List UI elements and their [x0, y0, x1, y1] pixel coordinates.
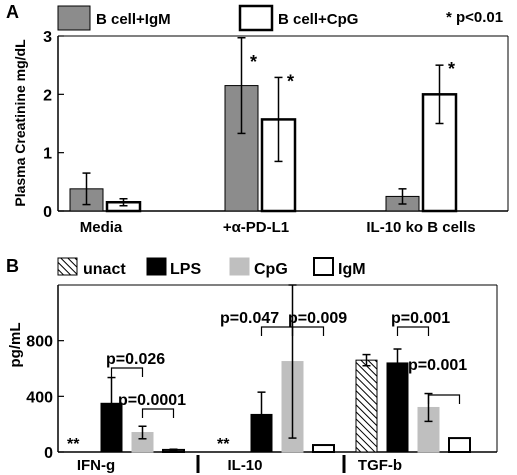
panel-b: B unact LPS CpG IgM pg/mL 0 400 800 p=0.02…	[6, 256, 498, 474]
significance-label: p=0.001	[408, 357, 467, 374]
significance-note: * p<0.01	[446, 9, 503, 26]
significance-label: p=0.001	[391, 310, 450, 327]
bar-a-s0-c1	[224, 85, 259, 212]
category-a-label: IL-10 ko B cells	[366, 219, 475, 236]
category-b-label: IL-10	[227, 457, 262, 474]
bar-b-s0-c2	[355, 359, 378, 453]
legend-b-unact-label: unact	[83, 261, 126, 278]
significance-bracket	[110, 367, 144, 377]
star-a-s1-c1: *	[287, 71, 294, 91]
category-b-label: TGF-b	[358, 457, 402, 474]
significance-bracket	[141, 408, 175, 418]
significance-label: p=0.026	[106, 351, 165, 368]
legend-b-lps-swatch	[146, 257, 167, 276]
significance-bracket	[260, 326, 294, 336]
significance-bracket	[396, 326, 430, 336]
significance-label: p=0.047	[220, 310, 279, 327]
significance-label: p=0.009	[288, 310, 347, 327]
panel-a-ylabel: Plasma Creatinine mg/dL	[12, 39, 28, 207]
missing-marker: **	[217, 436, 230, 453]
legend-a-igm-swatch	[57, 5, 91, 31]
panel-a-ytick-label: 0	[43, 204, 52, 221]
legend-b-cpg-label: CpG	[254, 261, 288, 278]
significance-bracket	[291, 326, 325, 336]
bar-b-s3-c2	[448, 437, 471, 454]
panel-a-ytick-label: 1	[43, 146, 52, 163]
category-a-label: Media	[80, 219, 123, 236]
bar-b-s3-c1	[312, 444, 335, 453]
legend-b-igm-label: IgM	[338, 261, 366, 278]
star-a-s0-c1: *	[250, 52, 257, 72]
legend-b-unact-swatch	[57, 257, 78, 276]
panel-a-ytick-label: 3	[43, 29, 52, 46]
legend-b-igm-swatch	[313, 257, 334, 276]
legend-a-igm-label: B cell+IgM	[96, 11, 171, 28]
panel-b-ytick-label: 0	[44, 445, 53, 462]
legend-a-cpg-label: B cell+CpG	[278, 11, 358, 28]
panel-b-ytick-label: 400	[26, 389, 53, 406]
legend-a-cpg-swatch	[238, 4, 274, 32]
legend-b-cpg-swatch	[229, 257, 250, 276]
star-a-s1-c2: *	[448, 59, 455, 79]
panel-b-ylabel: pg/mL	[7, 323, 24, 368]
significance-label: p=0.0001	[118, 392, 186, 409]
missing-marker: **	[67, 436, 80, 453]
category-a-label: +α-PD-L1	[223, 219, 289, 236]
significance-bracket	[427, 394, 461, 404]
panel-a: A B cell+IgM B cell+CpG * p<0.01 Plasma …	[6, 2, 509, 236]
panel-a-ytick-label: 2	[43, 87, 52, 104]
legend-b-lps-label: LPS	[170, 261, 201, 278]
panel-a-label: A	[6, 2, 19, 22]
category-b-label: IFN-g	[77, 457, 115, 474]
panel-b-ytick-label: 800	[26, 334, 53, 351]
panel-b-label: B	[6, 256, 19, 276]
